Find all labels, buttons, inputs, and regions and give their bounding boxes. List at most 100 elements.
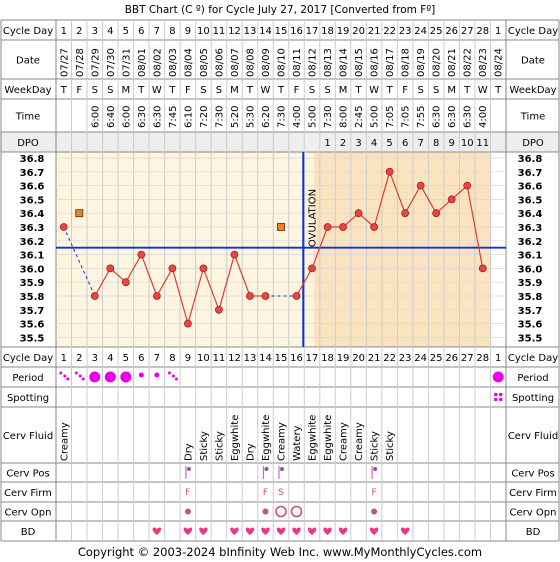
cycle-day-label-bottom: 1 — [495, 353, 501, 364]
weekday-label: W — [369, 85, 379, 96]
y-tick-label-left: 36.2 — [20, 237, 45, 248]
row-label-left: Date — [16, 56, 40, 67]
y-tick-label-left: 36.3 — [20, 223, 45, 234]
bd-heart-icon — [338, 527, 348, 535]
cerv-fluid-label: Sticky — [214, 431, 225, 461]
cycle-day-label: 26 — [445, 26, 458, 37]
temp-point — [215, 305, 223, 314]
weekday-label: M — [447, 85, 456, 96]
weekday-label: S — [107, 85, 113, 96]
bd-heart-icon — [307, 527, 317, 535]
temp-line — [156, 268, 173, 297]
date-label: 08/09 — [261, 48, 272, 77]
date-label: 07/29 — [90, 48, 101, 77]
cycle-day-label-bottom: 27 — [461, 353, 474, 364]
weekday-label: S — [92, 85, 98, 96]
cycle-day-label: 23 — [399, 26, 412, 37]
weekday-label: T — [168, 85, 176, 96]
dpo-label: 3 — [355, 138, 361, 149]
cerv-fluid-label: Eggwhite — [308, 415, 319, 461]
cycle-day-label-bottom: 14 — [259, 353, 272, 364]
spotting-dot — [493, 392, 498, 397]
y-tick-label-right: 36.4 — [518, 209, 543, 220]
cerv-fluid-label: Sticky — [385, 431, 396, 461]
footer-copyright: Copyright © 2003-2024 bInfinity Web Inc.… — [78, 545, 482, 559]
date-label: 08/20 — [432, 48, 443, 77]
time-label: 7:05 — [385, 106, 396, 128]
temp-point — [401, 209, 410, 218]
period-spotting-dot — [81, 377, 85, 381]
cycle-day-label: 16 — [290, 26, 303, 37]
temp-line — [420, 185, 437, 214]
time-label: 7:55 — [416, 106, 427, 128]
y-tick-label-right: 35.6 — [518, 320, 543, 331]
time-label: 5:00 — [370, 106, 381, 128]
cycle-day-label: 1 — [495, 26, 501, 37]
temp-point — [90, 292, 99, 300]
temp-line — [233, 254, 251, 297]
cycle-day-label-bottom: 25 — [430, 353, 443, 364]
time-label: 7:30 — [323, 106, 334, 128]
row-label-left: Cerv Fluid — [3, 431, 53, 442]
date-label: 08/05 — [199, 48, 210, 77]
row-label-right: Date — [521, 56, 545, 67]
time-label: 6:30 — [463, 106, 474, 128]
dpo-label: 2 — [340, 138, 346, 149]
spotting-dot — [498, 392, 503, 397]
cycle-day-label-bottom: 1 — [61, 353, 67, 364]
y-tick-label-right: 35.7 — [518, 306, 543, 317]
row-label-right: Time — [520, 112, 545, 123]
y-tick-label-left: 35.9 — [20, 278, 45, 289]
date-label: 08/24 — [494, 48, 505, 77]
temp-point — [137, 250, 146, 259]
date-label: 08/23 — [478, 48, 489, 77]
temp-point — [168, 264, 177, 273]
cycle-day-label-bottom: 15 — [275, 353, 288, 364]
time-label: 7:30 — [214, 106, 225, 128]
date-label: 08/22 — [463, 48, 474, 77]
temp-point — [416, 181, 425, 190]
cycle-day-label: 7 — [154, 26, 160, 37]
cycle-day-label: 21 — [368, 26, 381, 37]
row-label-left: Period — [12, 373, 43, 384]
excluded-temp-marker — [75, 209, 84, 218]
cerv-fluid-label: Sticky — [199, 431, 210, 461]
bd-heart-icon — [369, 527, 379, 535]
weekday-label: M — [230, 85, 239, 96]
date-label: 08/04 — [183, 48, 194, 77]
temp-line — [295, 268, 313, 297]
cycle-day-label: 4 — [107, 26, 113, 37]
date-label: 08/17 — [385, 48, 396, 77]
weekday-label: T — [277, 85, 285, 96]
cycle-day-label: 10 — [197, 26, 210, 37]
time-label: 7:45 — [168, 106, 179, 128]
y-tick-label-left: 36.8 — [20, 154, 45, 165]
period-spotting-dot — [78, 374, 82, 378]
cycle-day-label: 19 — [337, 26, 350, 37]
temp-point — [354, 209, 363, 218]
y-tick-label-right: 36.5 — [518, 195, 543, 206]
period-spotting-dot — [174, 377, 178, 381]
bd-heart-icon — [152, 527, 162, 535]
weekday-label: M — [339, 85, 348, 96]
cerv-open-dot — [262, 508, 269, 515]
bd-heart-icon — [292, 527, 301, 535]
cycle-day-label: 8 — [169, 26, 175, 37]
cerv-fluid-label: Creamy — [59, 422, 70, 461]
time-label: 4:00 — [292, 106, 303, 128]
cerv-open-dot — [371, 508, 378, 515]
weekday-label: T — [60, 85, 68, 96]
period-light-mark — [138, 372, 144, 378]
y-tick-label-left: 36.4 — [20, 209, 45, 220]
period-spotting-dot — [59, 371, 63, 375]
row-label-left: Cycle Day — [3, 353, 53, 364]
row-label-right: Cycle Day — [508, 353, 558, 364]
cycle-day-label: 24 — [414, 26, 427, 37]
date-label: 08/08 — [245, 48, 256, 77]
cerv-fluid-label: Creamy — [339, 422, 350, 461]
cycle-day-label-bottom: 22 — [383, 353, 396, 364]
cerv-fluid-label: Eggwhite — [261, 415, 272, 461]
time-label: 6:00 — [90, 106, 101, 128]
row-label-left: WeekDay — [4, 85, 51, 96]
dpo-label: 11 — [476, 138, 489, 149]
